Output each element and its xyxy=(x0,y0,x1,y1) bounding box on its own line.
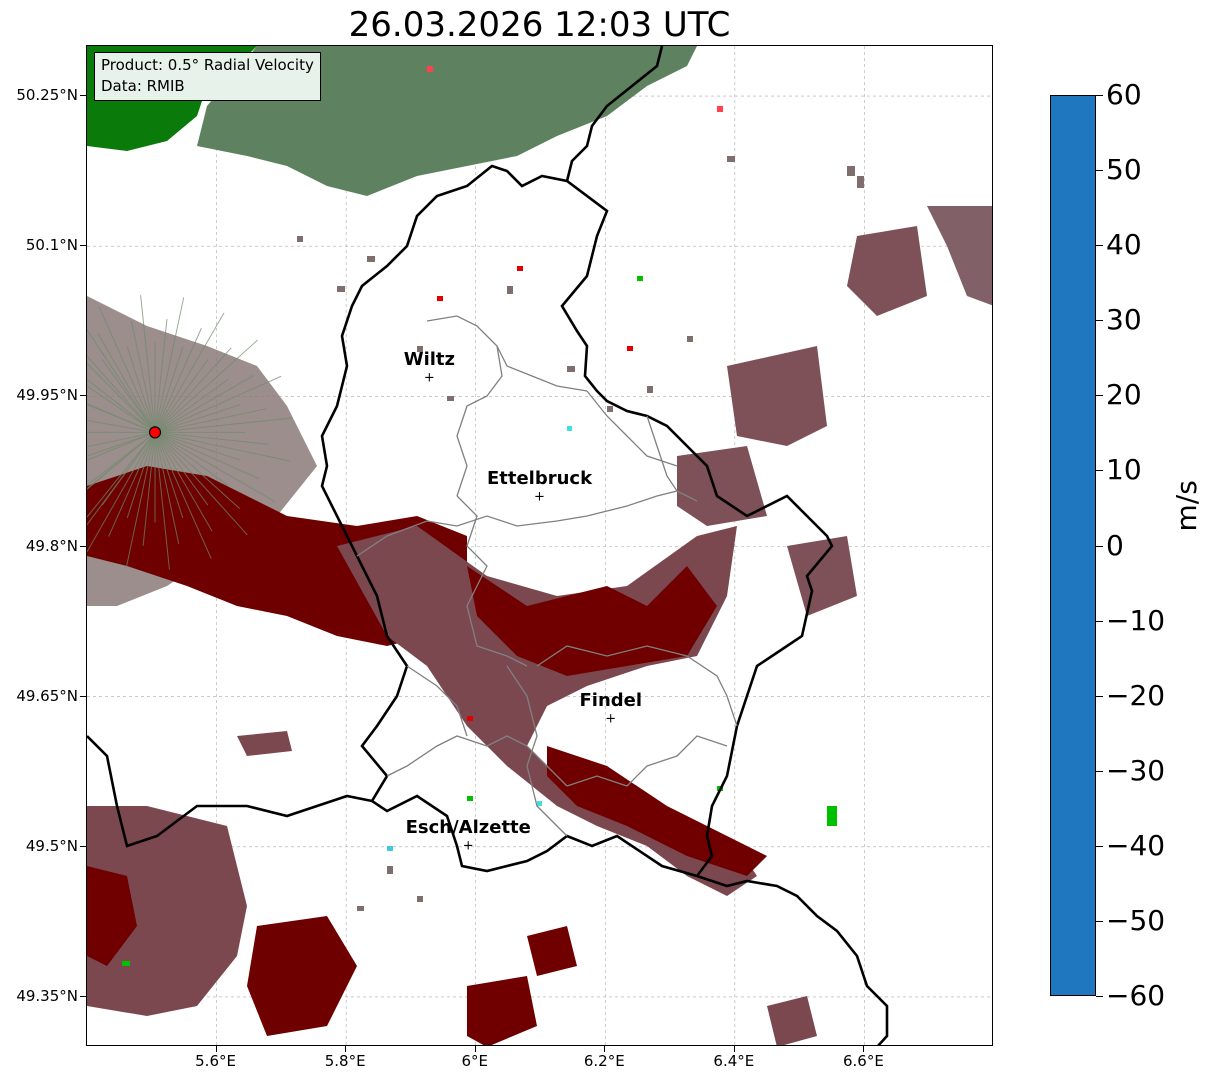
city-label: Ettelbruck xyxy=(486,468,593,490)
colorbar-tick-label: 40 xyxy=(1106,228,1142,262)
echo-east-cell-5 xyxy=(787,536,857,616)
radar-clutter-spokes xyxy=(87,295,293,570)
echo-south-cell-4 xyxy=(527,926,577,976)
lon-tick xyxy=(604,1046,606,1052)
lat-tick-label: 49.65°N xyxy=(16,686,78,705)
lon-tick xyxy=(733,1046,735,1052)
city-label: Wiltz xyxy=(403,349,455,371)
echo-west-small-cell xyxy=(237,731,292,756)
lon-tick xyxy=(345,1046,347,1052)
colorbar-tick xyxy=(1096,695,1103,697)
lat-tick xyxy=(80,995,86,997)
echo-red-core-south xyxy=(547,746,767,876)
lon-tick-label: 6.4°E xyxy=(713,1052,755,1070)
colorbar-unit-label: m/s xyxy=(1170,480,1203,532)
borders xyxy=(87,46,889,1045)
lat-tick xyxy=(80,95,86,97)
colorbar-tick xyxy=(1096,470,1103,472)
lat-tick-label: 49.95°N xyxy=(16,386,78,405)
colorbar-tick xyxy=(1096,320,1103,322)
colorbar-tick xyxy=(1096,620,1103,622)
echo-south-cell-3 xyxy=(767,996,817,1045)
radar-echoes xyxy=(87,46,992,1045)
lon-tick-label: 6.2°E xyxy=(583,1052,625,1070)
city-marker-icon: + xyxy=(423,370,435,386)
colorbar-tick-label: 0 xyxy=(1106,528,1124,562)
lon-tick-label: 5.6°E xyxy=(195,1052,236,1070)
colorbar-tick xyxy=(1096,920,1103,922)
be-fr-border xyxy=(87,735,373,848)
echo-east-cell-1 xyxy=(727,346,827,446)
colorbar-tick xyxy=(1096,770,1103,772)
colorbar-tick-label: −40 xyxy=(1106,828,1166,862)
colorbar-tick xyxy=(1096,996,1103,997)
echo-grey-green-band xyxy=(197,46,697,196)
colorbar-tick xyxy=(1096,170,1103,172)
luxembourg-border xyxy=(320,164,834,878)
colorbar-tick-label: −30 xyxy=(1106,753,1166,787)
colorbar-tick-label: 50 xyxy=(1106,153,1142,187)
lon-tick-label: 5.8°E xyxy=(324,1052,366,1070)
colorbar-tick-label: 20 xyxy=(1106,378,1142,412)
colorbar-tick-label: 10 xyxy=(1106,453,1142,487)
colorbar-tick-label: −10 xyxy=(1106,603,1166,637)
lon-tick-label: 6°E xyxy=(461,1052,488,1070)
lat-tick xyxy=(80,845,86,847)
data-source-label: Data: RMIB xyxy=(101,77,185,95)
map-canvas xyxy=(87,46,992,1045)
echo-east-cell-4 xyxy=(927,206,992,306)
lon-tick-label: 6.6°E xyxy=(843,1052,884,1070)
colorbar-tick-label: −60 xyxy=(1106,979,1166,1012)
echo-south-cell-1 xyxy=(247,916,357,1036)
colorbar-tick-label: −50 xyxy=(1106,903,1166,937)
lat-tick xyxy=(80,545,86,547)
echo-speckle xyxy=(297,156,864,911)
radar-site-marker xyxy=(148,426,162,439)
colorbar-tick xyxy=(1096,845,1103,847)
colorbar-tick xyxy=(1096,245,1103,247)
city-label: Findel xyxy=(579,689,643,711)
echo-east-cell-2 xyxy=(677,446,767,526)
velocity-colorbar xyxy=(1050,95,1096,996)
echo-east-cell-3 xyxy=(847,226,927,316)
lon-tick xyxy=(863,1046,865,1052)
colorbar-tick xyxy=(1096,395,1103,397)
be-de-border xyxy=(565,46,664,182)
radar-map xyxy=(86,45,993,1046)
echo-southwest-red xyxy=(87,866,137,966)
lon-tick xyxy=(215,1046,217,1052)
fr-de-border xyxy=(696,874,889,1045)
lat-tick-label: 49.8°N xyxy=(25,536,78,555)
lat-tick-label: 49.5°N xyxy=(25,836,78,855)
echo-south-cell-2 xyxy=(467,976,537,1045)
colorbar-tick-label: 30 xyxy=(1106,303,1142,337)
colorbar-tick-label: 60 xyxy=(1106,78,1142,111)
city-marker-icon: + xyxy=(605,711,617,727)
colorbar-tick xyxy=(1096,545,1103,547)
colorbar-tick-label: −20 xyxy=(1106,678,1166,712)
lat-tick-label: 50.1°N xyxy=(25,236,78,255)
city-label: Esch/Alzette xyxy=(405,816,531,838)
lat-tick-label: 49.35°N xyxy=(16,986,78,1005)
lon-tick xyxy=(474,1046,476,1052)
product-info-box: Product: 0.5° Radial Velocity Data: RMIB xyxy=(94,52,321,101)
lat-tick xyxy=(80,695,86,697)
lat-tick xyxy=(80,245,86,247)
map-title: 26.03.2026 12:03 UTC xyxy=(348,5,731,45)
city-marker-icon: + xyxy=(534,489,545,505)
lat-tick xyxy=(80,395,86,397)
lat-tick-label: 50.25°N xyxy=(16,86,78,105)
canton-borders xyxy=(356,315,738,837)
city-marker-icon: + xyxy=(462,838,474,854)
product-label: Product: 0.5° Radial Velocity xyxy=(101,56,314,74)
colorbar-tick xyxy=(1096,95,1103,96)
